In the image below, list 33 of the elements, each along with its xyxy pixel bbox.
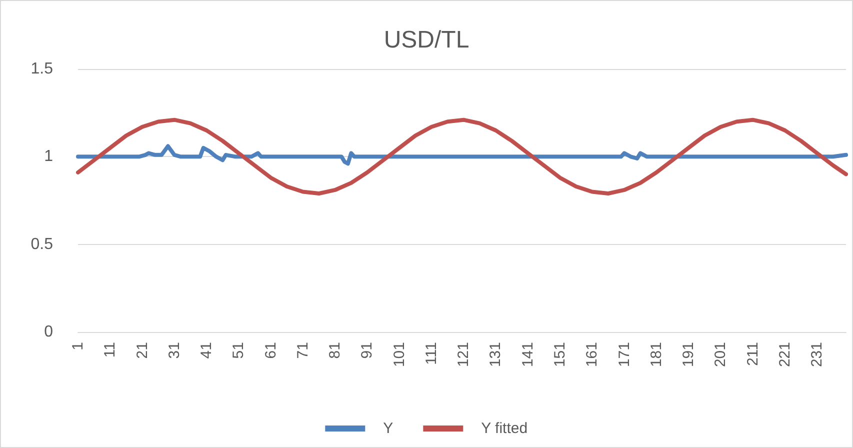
x-tick-label: 31: [166, 342, 183, 359]
x-tick-label: 11: [102, 342, 119, 358]
x-tick-label: 1: [70, 342, 86, 350]
x-tick-label: 231: [808, 342, 826, 368]
legend-label: Y fitted: [481, 420, 528, 437]
legend-label: Y: [383, 420, 394, 437]
x-tick-label: 41: [198, 342, 216, 359]
y-tick-label: 1.5: [30, 60, 54, 78]
x-tick-label: 101: [390, 342, 408, 368]
x-tick-label: 131: [487, 342, 504, 368]
x-tick-label: 181: [648, 342, 665, 368]
x-tick-label: 51: [230, 342, 248, 359]
x-tick-label: 191: [680, 342, 698, 368]
x-tick-label: 141: [519, 342, 536, 368]
x-tick-label: 111: [422, 342, 440, 365]
y-tick-label: 0: [44, 324, 54, 340]
x-tick-label: 91: [358, 342, 376, 359]
y-tick-label: 1: [44, 148, 54, 166]
line-series: [76, 144, 848, 166]
x-tick-label: 71: [294, 342, 312, 359]
chart-title: USD/TL: [384, 26, 470, 54]
x-tick-label: 221: [776, 342, 794, 368]
line-series: [76, 118, 848, 196]
y-tick-label: 0.5: [30, 236, 54, 253]
x-tick-label: 151: [552, 342, 569, 368]
x-tick-label: 61: [262, 342, 280, 359]
x-tick-label: 21: [134, 342, 151, 359]
x-tick-label: 201: [712, 342, 730, 368]
x-tick-label: 121: [455, 342, 472, 368]
x-tick-label: 171: [616, 342, 633, 368]
x-tick-label: 81: [326, 342, 344, 359]
x-tick-label: 161: [584, 342, 601, 368]
x-tick-label: 211: [744, 342, 762, 366]
